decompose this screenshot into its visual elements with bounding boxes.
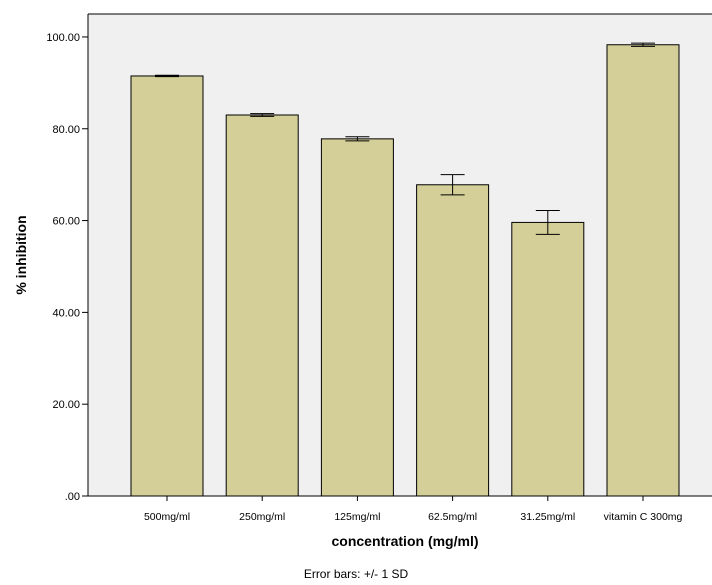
y-tick-label-3: 60.00 (52, 216, 80, 228)
bar-3 (416, 184, 490, 497)
y-tick-label-4: 80.00 (52, 124, 80, 136)
x-tick-label-2: 125mg/ml (334, 511, 380, 523)
x-tick-label-5: vitamin C 300mg (604, 511, 683, 523)
error-bar-2 (345, 136, 370, 142)
error-bar-3 (440, 174, 465, 196)
y-axis-title: % inhibition (13, 215, 29, 294)
error-bar-1 (250, 113, 275, 117)
error-bar-5 (631, 42, 655, 47)
x-tick-label-1: 250mg/ml (239, 511, 285, 523)
error-bar-0 (155, 74, 179, 78)
bar-2 (320, 138, 394, 497)
bar-0 (130, 75, 204, 497)
y-tick-label-1: 20.00 (52, 399, 80, 411)
y-tick-label-0: .00 (65, 491, 80, 503)
y-tick-label-2: 40.00 (52, 307, 80, 319)
error-bars-note: Error bars: +/- 1 SD (304, 567, 409, 581)
error-bar-4 (535, 209, 560, 235)
x-axis-title: concentration (mg/ml) (331, 533, 478, 549)
x-tick-label-3: 62.5mg/ml (428, 511, 477, 523)
x-tick-label-0: 500mg/ml (144, 511, 190, 523)
y-tick-label-5: 100.00 (46, 32, 80, 44)
bar-5 (606, 44, 680, 497)
x-tick-label-4: 31.25mg/ml (520, 511, 575, 523)
bar-1 (225, 114, 299, 497)
bar-4 (511, 221, 585, 497)
